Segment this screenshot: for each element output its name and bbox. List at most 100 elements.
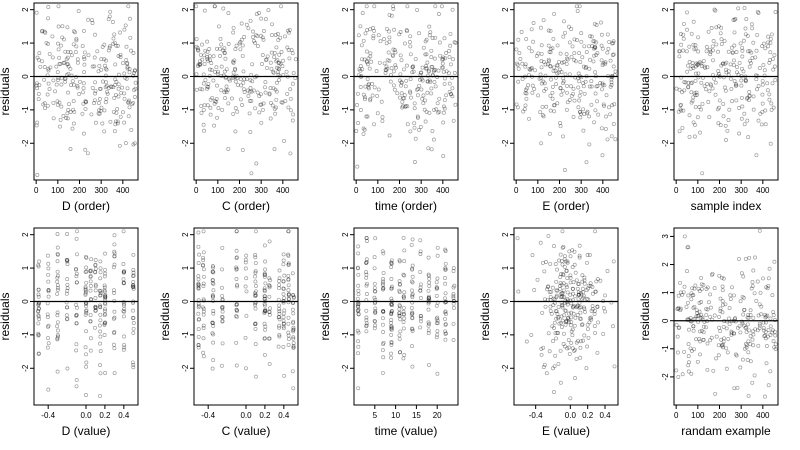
y-tick-label: 1 bbox=[21, 265, 30, 270]
residual-point bbox=[573, 59, 578, 64]
residual-point bbox=[576, 76, 581, 81]
residual-point bbox=[115, 43, 120, 48]
residual-point bbox=[111, 36, 116, 41]
residual-point bbox=[364, 275, 369, 280]
residual-point bbox=[100, 44, 105, 49]
residual-point bbox=[267, 294, 272, 299]
residual-point bbox=[389, 260, 394, 265]
residual-point bbox=[56, 4, 61, 9]
residual-point bbox=[372, 295, 377, 300]
residual-point bbox=[277, 67, 282, 72]
data-point bbox=[707, 47, 712, 52]
residual-point bbox=[692, 47, 697, 52]
residual-point bbox=[291, 335, 296, 340]
residual-point bbox=[288, 96, 293, 101]
residual-point bbox=[36, 352, 41, 356]
data-point bbox=[102, 289, 107, 294]
residual-point bbox=[277, 282, 282, 287]
residual-point bbox=[84, 289, 89, 294]
residual-point bbox=[569, 84, 573, 89]
residual-point bbox=[761, 63, 766, 68]
residual-point bbox=[273, 111, 278, 116]
residual-point bbox=[693, 43, 698, 48]
residual-point bbox=[688, 346, 693, 351]
residual-point bbox=[253, 322, 257, 327]
residual-point bbox=[602, 103, 607, 108]
residual-point bbox=[356, 304, 360, 309]
residual-point bbox=[103, 306, 108, 311]
residual-point bbox=[690, 98, 695, 103]
residual-point bbox=[418, 288, 423, 293]
residual-point bbox=[387, 133, 392, 138]
x-tick-label: 100 bbox=[691, 186, 705, 195]
residual-point bbox=[608, 112, 613, 117]
residual-point bbox=[244, 22, 249, 27]
residual-point bbox=[754, 48, 759, 53]
residual-point bbox=[389, 284, 394, 289]
residual-point bbox=[723, 123, 728, 128]
residual-point bbox=[356, 339, 361, 344]
residual-point bbox=[598, 278, 603, 283]
residual-point bbox=[281, 292, 286, 297]
residual-point bbox=[731, 293, 736, 298]
residual-point bbox=[98, 266, 103, 271]
residual-point bbox=[560, 303, 565, 308]
residual-point bbox=[123, 75, 128, 80]
residual-point bbox=[253, 270, 258, 275]
residual-point bbox=[426, 288, 431, 293]
residual-point bbox=[281, 262, 286, 267]
residual-point bbox=[46, 289, 51, 294]
residual-point bbox=[121, 262, 126, 266]
residual-point bbox=[530, 90, 535, 95]
residual-point bbox=[221, 73, 226, 78]
x-tick-label: 200 bbox=[713, 411, 727, 420]
residual-point bbox=[207, 47, 212, 51]
residual-point bbox=[739, 319, 744, 324]
residual-point bbox=[563, 308, 568, 313]
residual-point bbox=[377, 60, 382, 65]
residual-point bbox=[226, 101, 231, 106]
residual-point bbox=[582, 112, 587, 116]
residual-point bbox=[234, 265, 239, 270]
residual-point bbox=[544, 104, 549, 109]
residual-point bbox=[689, 100, 694, 105]
residual-point bbox=[737, 60, 742, 65]
residual-point bbox=[548, 93, 553, 98]
residual-point bbox=[426, 301, 431, 306]
residual-point bbox=[746, 98, 751, 103]
residual-point bbox=[118, 30, 122, 35]
residual-point bbox=[368, 27, 373, 32]
residual-point bbox=[722, 39, 727, 44]
residual-point bbox=[221, 48, 226, 53]
residual-point bbox=[427, 78, 432, 83]
data-point bbox=[745, 358, 750, 362]
residual-point bbox=[224, 67, 229, 72]
residual-point bbox=[733, 352, 738, 357]
residual-point bbox=[745, 33, 750, 38]
residual-point bbox=[112, 254, 117, 259]
residual-point bbox=[385, 58, 390, 63]
residual-point bbox=[381, 330, 386, 334]
residual-point bbox=[558, 281, 563, 286]
residual-point bbox=[55, 269, 60, 274]
residual-point bbox=[75, 85, 80, 90]
residual-point bbox=[126, 100, 131, 105]
residual-point bbox=[688, 319, 693, 324]
residual-point bbox=[682, 88, 687, 93]
residual-point bbox=[595, 99, 599, 104]
residual-point bbox=[752, 291, 757, 296]
residual-point bbox=[196, 343, 201, 347]
residual-point bbox=[558, 348, 563, 353]
residual-point bbox=[389, 277, 394, 281]
residual-point bbox=[720, 61, 725, 66]
residual-point bbox=[599, 58, 604, 63]
residual-point bbox=[447, 55, 452, 60]
residual-point bbox=[765, 334, 770, 339]
residual-point bbox=[212, 101, 217, 106]
x-tick-label: 0 bbox=[354, 186, 359, 195]
residual-point bbox=[724, 319, 729, 324]
y-tick-label: 0 bbox=[501, 74, 510, 79]
residual-point bbox=[689, 297, 694, 302]
residual-point bbox=[393, 65, 398, 70]
residual-point bbox=[372, 28, 377, 33]
